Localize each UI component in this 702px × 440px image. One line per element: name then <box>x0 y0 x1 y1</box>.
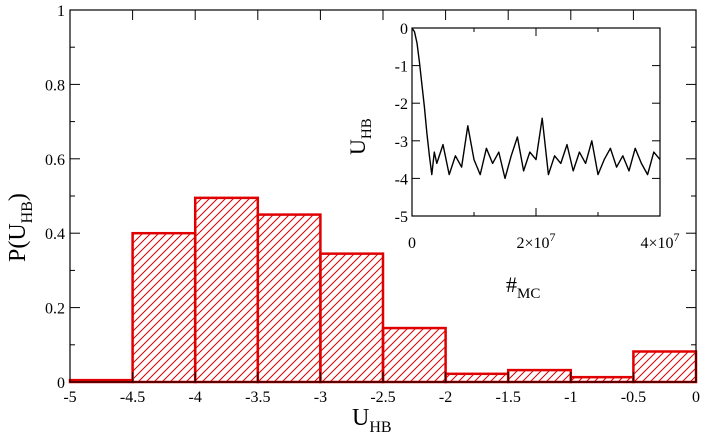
y-tick-label: 1 <box>57 3 65 20</box>
x-tick-label: -4 <box>189 389 202 406</box>
x-tick-label: -2 <box>439 389 452 406</box>
histogram-bars <box>68 196 698 384</box>
histogram-bar <box>632 350 698 384</box>
inset-series-line <box>411 27 661 180</box>
inset-line-series <box>411 27 661 180</box>
y-tick-label: 0.4 <box>45 226 65 243</box>
x-tick-label: -5 <box>63 389 76 406</box>
x-tick-label: -3 <box>314 389 327 406</box>
x-tick-label: -2.5 <box>370 389 395 406</box>
histogram-bar <box>381 326 447 384</box>
inset-y-tick-label: 0 <box>400 21 408 38</box>
inset-y-tick-label: -4 <box>395 171 408 188</box>
inset-x-axis-label: #MC <box>506 272 540 302</box>
x-axis-label: UHB <box>352 405 392 436</box>
inset-y-axis-label: UHB <box>345 118 375 155</box>
x-tick-label: -4.5 <box>120 389 145 406</box>
histogram-bar <box>319 252 385 384</box>
x-tick-label: -1 <box>564 389 577 406</box>
inset-y-tick-label: -1 <box>395 59 408 76</box>
histogram-bar <box>131 231 197 384</box>
inset-axis-ticks: 0-1-2-3-4-50 2×107 4×107 <box>395 21 680 252</box>
histogram-bar <box>569 375 635 384</box>
y-tick-label: 0.8 <box>45 77 65 94</box>
inset-y-tick-label: -5 <box>395 209 408 226</box>
y-tick-label: 0 <box>57 375 65 392</box>
inset-y-tick-label: -3 <box>395 134 408 151</box>
y-axis-label: P(UHB) <box>5 193 36 262</box>
inset-x-tick-label: 0 <box>408 235 416 252</box>
inset-background <box>412 28 660 216</box>
main-axis-ticks: -5 -4.5 -4 -3.5 -3 -2.5 -2 -1.5 -1 -0.5 0 0 0.2 0.4 0.… <box>45 3 700 406</box>
y-tick-label: 0.6 <box>45 152 65 169</box>
x-tick-label: -0.5 <box>621 389 646 406</box>
x-tick-label: -3.5 <box>245 389 270 406</box>
histogram-bar <box>193 196 260 384</box>
inset-x-tick-label: 2×107 <box>516 230 555 252</box>
histogram-bar <box>506 368 573 384</box>
inset-y-tick-label: -2 <box>395 96 408 113</box>
x-tick-label: 0 <box>692 389 700 406</box>
x-tick-label: -1.5 <box>496 389 521 406</box>
inset-x-tick-label: 4×107 <box>640 230 679 252</box>
histogram-bar <box>444 372 510 384</box>
y-tick-label: 0.2 <box>45 301 65 318</box>
histogram-bar <box>256 213 322 384</box>
